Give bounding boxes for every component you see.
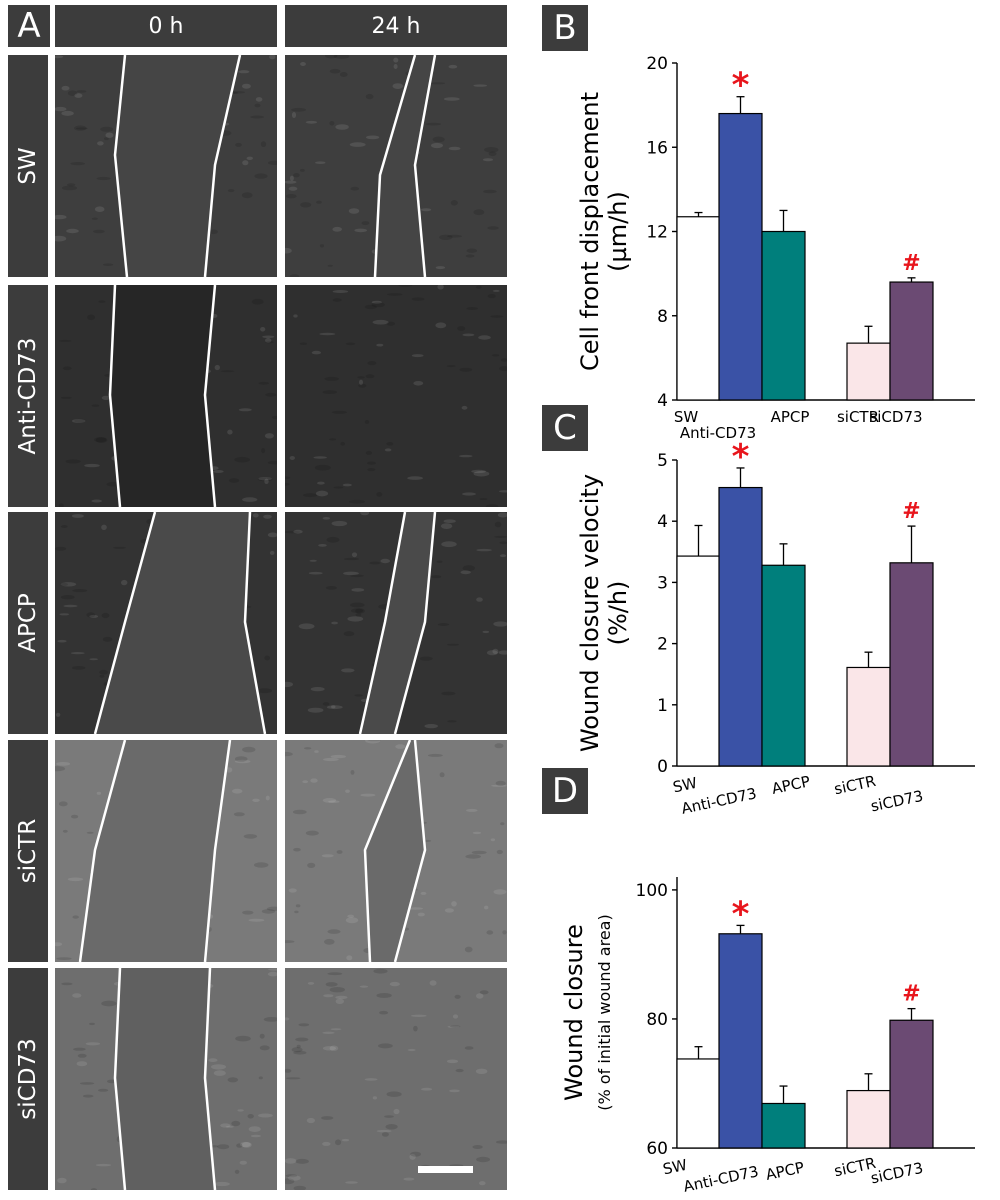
chart-b-bar-sictr bbox=[846, 342, 891, 401]
chart-b-bar-sicd73 bbox=[889, 281, 934, 401]
micrograph-sicd73-0h bbox=[55, 968, 277, 1190]
chart-d-y-tick-label: 100 bbox=[636, 881, 668, 901]
chart-c-bar-sictr bbox=[846, 666, 891, 767]
chart-c-category-label: SW bbox=[671, 774, 699, 797]
chart-c-category-label: siCD73 bbox=[869, 787, 925, 816]
chart-c-category-label: APCP bbox=[770, 772, 812, 798]
micrograph-sw-24h bbox=[285, 55, 507, 277]
chart-b-bar-apcp bbox=[761, 230, 806, 401]
chart-c-y-tick-label: 0 bbox=[657, 757, 668, 777]
chart-b-significance-mark: * bbox=[732, 66, 750, 106]
chart-c-category-label: siCTR bbox=[833, 772, 878, 798]
chart-c-bar-apcp bbox=[761, 564, 806, 767]
micrograph-apcp-0h bbox=[55, 512, 277, 734]
chart-c-significance-mark: * bbox=[732, 437, 750, 477]
chart-d-category-label: SW bbox=[661, 1156, 689, 1179]
chart-b-category-label: SW bbox=[674, 408, 699, 426]
chart-d-category-label: Anti-CD73 bbox=[682, 1162, 760, 1195]
chart-c-significance-mark: # bbox=[902, 499, 920, 524]
chart-c-bar-sw bbox=[676, 555, 721, 767]
chart-b-category-label: siCD73 bbox=[869, 408, 922, 426]
chart-b-category-label: siCTR bbox=[837, 408, 879, 426]
chart-c-bar-sicd73 bbox=[889, 562, 934, 767]
chart-b-bar-sw bbox=[676, 216, 721, 401]
column-header-24h: 24 h bbox=[285, 5, 507, 47]
panel-a-label: A bbox=[8, 5, 50, 47]
chart-d-y-tick-label: 60 bbox=[646, 1139, 668, 1159]
chart-c-bar-anti-cd73 bbox=[718, 486, 763, 767]
chart-d-significance-mark: * bbox=[732, 894, 750, 934]
micrograph-sictr-24h bbox=[285, 740, 507, 962]
panel-c-label: C bbox=[542, 405, 588, 451]
chart-c-y-tick-label: 2 bbox=[657, 635, 668, 655]
micrograph-sw-0h bbox=[55, 55, 277, 277]
chart-b-significance-mark: # bbox=[902, 251, 920, 276]
chart-b-y-tick-label: 4 bbox=[657, 391, 668, 411]
chart-b-y-tick-label: 12 bbox=[646, 223, 668, 243]
panel-b-label: B bbox=[542, 5, 588, 51]
panel-d-label: D bbox=[542, 768, 588, 814]
chart-b-y-tick-label: 20 bbox=[646, 54, 668, 74]
chart-c-y-tick-label: 1 bbox=[657, 696, 668, 716]
micrograph-anti-cd73-0h bbox=[55, 285, 277, 507]
chart-d-bar-anti-cd73 bbox=[718, 933, 763, 1149]
micrograph-anti-cd73-24h bbox=[285, 285, 507, 507]
chart-b-bar-anti-cd73 bbox=[718, 112, 763, 401]
chart-d-y-axis-label: Wound closure (% of initial wound area) bbox=[560, 914, 614, 1110]
chart-d-bar-sicd73 bbox=[889, 1019, 934, 1149]
chart-d-category-label: APCP bbox=[764, 1158, 806, 1184]
row-label-sictr: siCTR bbox=[8, 740, 48, 962]
row-label-anti-cd73: Anti-CD73 bbox=[8, 285, 48, 507]
chart-d-category-label: siCD73 bbox=[869, 1159, 925, 1188]
micrograph-sictr-0h bbox=[55, 740, 277, 962]
chart-c-y-tick-label: 5 bbox=[657, 451, 668, 471]
chart-c-y-tick-label: 4 bbox=[657, 512, 668, 532]
column-header-0h: 0 h bbox=[55, 5, 277, 47]
row-label-sicd73: siCD73 bbox=[8, 968, 48, 1190]
chart-c-y-axis-label: Wound closure velocity(%/h) bbox=[576, 474, 632, 752]
scale-bar bbox=[418, 1166, 473, 1173]
row-label-apcp: APCP bbox=[8, 512, 48, 734]
row-label-sw: SW bbox=[8, 55, 48, 277]
chart-d-bar-apcp bbox=[761, 1102, 806, 1149]
micrograph-sicd73-24h bbox=[285, 968, 507, 1190]
chart-b-category-label: APCP bbox=[771, 408, 810, 426]
micrograph-apcp-24h bbox=[285, 512, 507, 734]
chart-b-y-tick-label: 16 bbox=[646, 138, 668, 158]
chart-d-bar-sictr bbox=[846, 1089, 891, 1149]
chart-d-bar-sw bbox=[676, 1058, 721, 1149]
chart-d-significance-mark: # bbox=[902, 982, 920, 1007]
chart-d-y-tick-label: 80 bbox=[646, 1010, 668, 1030]
chart-b-y-tick-label: 8 bbox=[657, 307, 668, 327]
chart-b-category-label: Anti-CD73 bbox=[680, 424, 756, 442]
chart-b-y-axis-label: Cell front displacement(µm/h) bbox=[576, 92, 632, 371]
chart-c-y-tick-label: 3 bbox=[657, 573, 668, 593]
